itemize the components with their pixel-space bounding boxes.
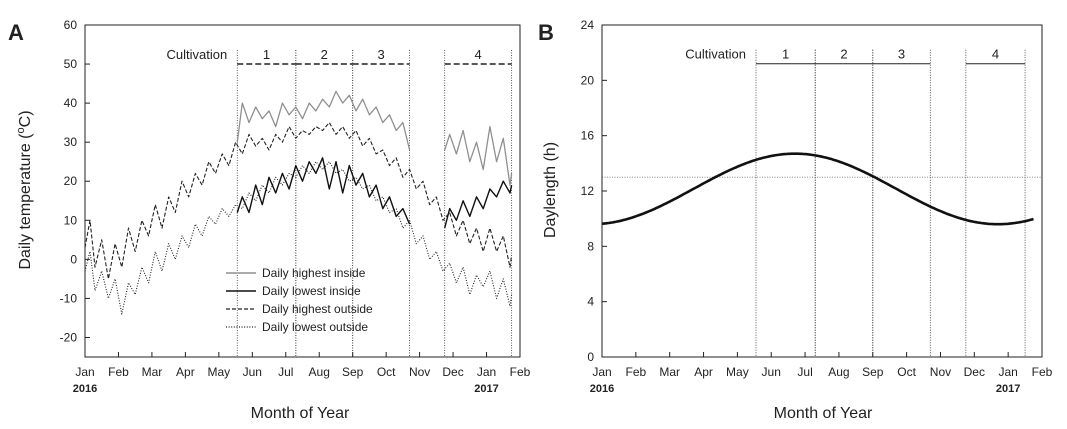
x-tick-label-b-8: Sep [862,365,884,379]
series-a-0-segment-0 [236,90,411,151]
legend-a: Daily highest inside Daily lowest inside D… [226,266,373,334]
cultivation-period-b-1: 2 [840,47,847,62]
legend-label-1: Daily lowest inside [262,284,361,298]
x-tick-label-a-11: Dec [442,365,463,379]
y-tick-label-a-4: 20 [64,174,78,188]
cultivation-period-a-0: 1 [263,47,270,62]
series-a-0-segment-1 [444,125,513,186]
year-label-b-1: 2017 [996,383,1020,395]
cultivation-label-b: Cultivation [685,47,746,62]
x-tick-label-a-8: Sep [342,365,364,379]
x-tick-label-a-12: Jan [477,365,496,379]
cultivation-period-a-3: 4 [475,47,482,62]
y-tick-label-b-3: 12 [581,184,595,198]
y-tick-label-a-6: 40 [64,96,78,110]
cultivation-period-a-1: 2 [321,47,328,62]
x-tick-label-b-13: Feb [1032,365,1053,379]
x-tick-label-b-7: Aug [828,365,849,379]
series-a-3-segment-0 [84,161,513,315]
x-tick-label-b-1: Feb [626,365,647,379]
x-tick-label-a-7: Aug [309,365,330,379]
x-tick-label-b-3: Apr [694,365,713,379]
panel-label-a: A [8,20,24,45]
x-tick-label-a-4: May [208,365,231,379]
plot-frame-b [601,24,1043,358]
y-tick-label-b-2: 8 [587,239,594,253]
series-a-1-segment-0 [236,157,411,225]
series-a-1-segment-1 [444,180,513,229]
cultivation-period-a-2: 3 [378,47,385,62]
y-tick-label-a-2: 0 [70,252,77,266]
panel-b: B Month of Year Daylength (h) 0481216202… [538,18,1053,422]
y-tick-label-b-0: 0 [587,350,594,364]
year-label-a-0: 2016 [73,383,97,395]
series-a-2-segment-0 [84,122,513,280]
x-tick-label-b-2: Mar [659,365,680,379]
x-tick-label-b-0: Jan [592,365,611,379]
x-tick-label-b-6: Jul [797,365,812,379]
x-tick-label-a-2: Mar [142,365,163,379]
cultivation-period-b-0: 1 [782,47,789,62]
plot-frame-a [84,24,521,358]
x-tick-label-a-13: Feb [510,365,531,379]
x-tick-label-a-1: Feb [108,365,129,379]
x-tick-label-b-4: May [726,365,749,379]
y-tick-label-b-5: 20 [581,73,595,87]
series-b-daylength [601,152,1034,226]
legend-label-2: Daily highest outside [262,302,373,316]
y-axis-label-a: Daily temperature (oC) [15,110,34,269]
y-axis-label-b: Daylength (h) [542,142,559,238]
panel-a: A Month of Year Daily temperature (oC) -… [8,18,531,422]
x-tick-label-b-11: Dec [964,365,985,379]
x-tick-label-a-6: Jul [278,365,293,379]
y-tick-label-a-1: -10 [60,291,78,305]
y-tick-label-a-8: 60 [64,18,78,32]
x-tick-label-a-3: Apr [176,365,195,379]
y-tick-label-a-3: 10 [64,213,78,227]
x-tick-label-a-5: Jun [243,365,262,379]
legend-label-0: Daily highest inside [262,266,366,280]
cultivation-label-a: Cultivation [167,47,228,62]
year-label-a-1: 2017 [474,383,498,395]
y-tick-label-a-5: 30 [64,135,78,149]
year-label-b-0: 2016 [590,383,614,395]
x-tick-label-b-9: Oct [897,365,916,379]
y-tick-label-b-4: 16 [581,129,595,143]
y-tick-label-a-7: 50 [64,57,78,71]
x-tick-label-b-10: Nov [930,365,951,379]
x-tick-label-a-9: Oct [377,365,396,379]
x-axis-label-b: Month of Year [774,405,873,422]
x-tick-label-a-0: Jan [75,365,94,379]
panel-label-b: B [538,20,554,45]
y-tick-label-b-1: 4 [587,295,594,309]
x-tick-label-b-5: Jun [762,365,781,379]
x-tick-label-b-12: Jan [998,365,1017,379]
x-axis-label-a: Month of Year [251,405,350,422]
x-tick-label-a-10: Nov [409,365,430,379]
cultivation-period-b-2: 3 [898,47,905,62]
y-tick-label-a-0: -20 [60,330,78,344]
y-tick-label-b-6: 24 [581,18,595,32]
legend-label-3: Daily lowest outside [262,320,368,334]
cultivation-period-b-3: 4 [992,47,999,62]
